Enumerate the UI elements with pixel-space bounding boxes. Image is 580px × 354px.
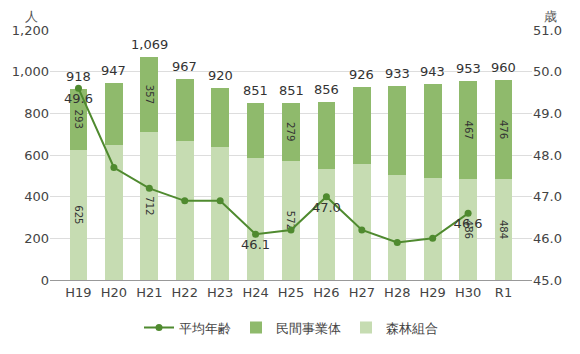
svg-text:49.6: 49.6 [64,91,93,106]
svg-text:H29: H29 [420,285,446,300]
svg-text:572: 572 [285,211,296,230]
svg-text:943: 943 [420,64,445,79]
svg-text:486: 486 [463,220,474,239]
svg-text:平均年齢: 平均年齢 [179,321,231,336]
svg-text:H27: H27 [349,285,375,300]
svg-text:918: 918 [66,69,91,84]
svg-text:51.0: 51.0 [533,23,562,38]
svg-text:H20: H20 [101,285,127,300]
svg-text:712: 712 [144,196,155,215]
svg-text:H30: H30 [455,285,481,300]
svg-text:47.0: 47.0 [312,200,341,215]
svg-text:357: 357 [144,85,155,104]
svg-text:947: 947 [101,63,126,78]
svg-text:926: 926 [349,67,374,82]
svg-text:H28: H28 [384,285,410,300]
svg-text:851: 851 [243,83,268,98]
svg-text:476: 476 [498,120,509,139]
svg-text:人: 人 [25,9,38,24]
svg-text:920: 920 [208,68,233,83]
svg-text:48.0: 48.0 [533,148,562,163]
svg-text:967: 967 [172,59,197,74]
svg-text:625: 625 [73,205,84,224]
svg-text:484: 484 [498,220,509,239]
svg-text:293: 293 [73,110,84,129]
svg-text:49.0: 49.0 [533,106,562,121]
svg-text:279: 279 [285,122,296,141]
svg-text:H24: H24 [242,285,268,300]
svg-text:50.0: 50.0 [533,64,562,79]
svg-text:46.6: 46.6 [454,216,483,231]
svg-text:H26: H26 [313,285,339,300]
svg-text:856: 856 [314,82,339,97]
svg-text:851: 851 [279,83,304,98]
svg-text:0: 0 [41,273,49,288]
svg-text:民間事業体: 民間事業体 [276,321,341,336]
svg-text:H19: H19 [65,285,91,300]
svg-text:400: 400 [24,189,49,204]
svg-text:1,200: 1,200 [12,23,49,38]
svg-text:H21: H21 [136,285,162,300]
svg-text:1,000: 1,000 [12,64,49,79]
svg-text:H25: H25 [278,285,304,300]
svg-text:953: 953 [456,61,481,76]
svg-text:H23: H23 [207,285,233,300]
svg-text:45.0: 45.0 [533,273,562,288]
svg-text:47.0: 47.0 [533,189,562,204]
svg-text:960: 960 [491,60,516,75]
svg-text:467: 467 [463,120,474,139]
svg-text:森林組合: 森林組合 [386,321,438,336]
svg-text:歳: 歳 [544,9,557,24]
svg-text:46.1: 46.1 [241,237,270,252]
svg-text:200: 200 [24,231,49,246]
svg-text:R1: R1 [495,285,512,300]
svg-text:1,069: 1,069 [131,37,168,52]
svg-text:933: 933 [385,66,410,81]
svg-text:600: 600 [24,148,49,163]
svg-text:H22: H22 [172,285,198,300]
svg-text:800: 800 [24,106,49,121]
svg-text:46.0: 46.0 [533,231,562,246]
